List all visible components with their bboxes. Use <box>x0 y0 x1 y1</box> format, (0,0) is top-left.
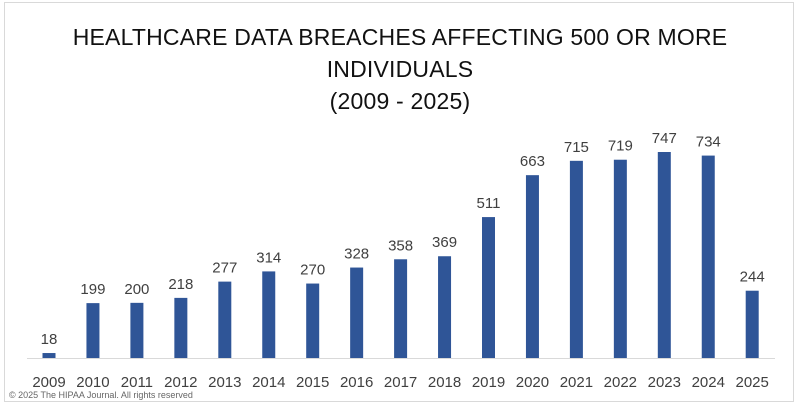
data-label-2015: 270 <box>300 262 325 279</box>
bar-2018 <box>438 256 452 358</box>
bar-2019 <box>482 217 495 358</box>
bar-2023 <box>657 152 671 358</box>
x-tick-2010: 2010 <box>76 374 109 391</box>
data-label-2022: 719 <box>608 138 633 155</box>
chart-frame <box>4 2 794 402</box>
bar-2013 <box>218 281 232 358</box>
data-label-2012: 218 <box>168 276 193 293</box>
bar-2014 <box>262 271 276 358</box>
chart-title-line-2: INDIVIDUALS <box>326 56 474 82</box>
bar-2024 <box>701 155 715 358</box>
data-label-2016: 328 <box>344 246 369 263</box>
x-tick-2019: 2019 <box>472 374 505 391</box>
x-tick-2017: 2017 <box>384 374 417 391</box>
bar-2020 <box>525 175 539 358</box>
data-label-2021: 715 <box>564 139 589 156</box>
data-label-2010: 199 <box>80 281 105 298</box>
x-tick-2022: 2022 <box>604 374 637 391</box>
x-tick-2023: 2023 <box>648 374 681 391</box>
bar-2016 <box>350 267 364 358</box>
bar-2025 <box>745 290 759 358</box>
bar-2011 <box>130 302 144 358</box>
bar-2012 <box>174 297 188 358</box>
x-tick-2009: 2009 <box>32 374 65 391</box>
x-tick-2025: 2025 <box>736 374 769 391</box>
x-tick-2018: 2018 <box>428 374 461 391</box>
x-tick-2021: 2021 <box>560 374 593 391</box>
data-label-2018: 369 <box>432 234 457 251</box>
data-label-2013: 277 <box>212 260 237 277</box>
bar-2017 <box>394 259 408 358</box>
chart-title-line-3: (2009 - 2025) <box>329 88 471 114</box>
data-label-2025: 244 <box>740 269 765 286</box>
x-tick-2014: 2014 <box>252 374 285 391</box>
chart-title-line-1: HEALTHCARE DATA BREACHES AFFECTING 500 O… <box>72 24 728 50</box>
x-tick-2024: 2024 <box>692 374 725 391</box>
data-label-2023: 747 <box>652 130 677 147</box>
data-label-2017: 358 <box>388 237 413 254</box>
x-tick-2013: 2013 <box>208 374 241 391</box>
x-tick-2015: 2015 <box>296 374 329 391</box>
x-tick-2016: 2016 <box>340 374 373 391</box>
data-label-2011: 200 <box>124 281 149 298</box>
bar-2010 <box>86 303 100 358</box>
data-label-2009: 18 <box>41 331 58 348</box>
copyright: © 2025 The HIPAA Journal. All rights res… <box>9 390 193 400</box>
data-label-2024: 734 <box>696 134 721 151</box>
data-label-2019: 511 <box>477 195 501 212</box>
x-tick-2020: 2020 <box>516 374 549 391</box>
x-tick-2011: 2011 <box>121 374 153 391</box>
bar-2022 <box>613 159 627 358</box>
x-tick-2012: 2012 <box>164 374 197 391</box>
data-label-2014: 314 <box>256 249 281 266</box>
bar-2021 <box>569 160 583 358</box>
bar-2015 <box>306 283 320 358</box>
data-label-2020: 663 <box>520 153 545 170</box>
bar-2009 <box>42 353 56 358</box>
